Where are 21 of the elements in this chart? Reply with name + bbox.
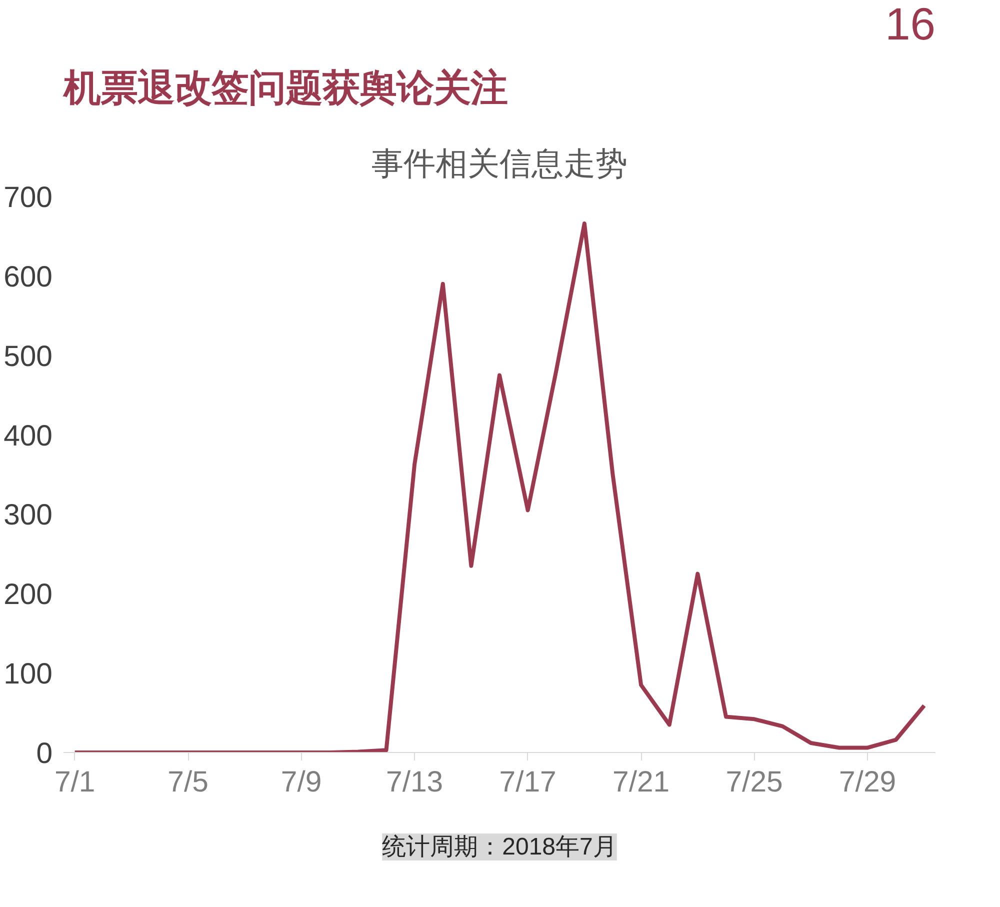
x-tick-label: 7/1 [54, 766, 96, 798]
x-tick-label: 7/29 [839, 766, 896, 798]
x-tick-label: 7/5 [168, 766, 208, 798]
x-tick-label: 7/9 [280, 766, 322, 798]
line-series [72, 222, 926, 752]
y-tick-label: 100 [4, 658, 53, 691]
x-tick-label: 7/17 [499, 766, 556, 798]
x-tick-label: 7/13 [386, 766, 444, 798]
y-tick-label: 0 [36, 737, 52, 770]
y-tick-label: 200 [4, 578, 53, 612]
x-tick-label: 7/25 [726, 766, 783, 798]
chart-title: 机票退改签问题获舆论关注 [62, 66, 508, 108]
y-tick-label: 700 [4, 181, 53, 214]
y-tick-label: 500 [4, 340, 53, 373]
y-tick-label: 600 [4, 260, 53, 294]
x-tick-label: 7/21 [612, 766, 670, 798]
chart-subtitle: 事件相关信息走势 [372, 146, 628, 182]
text: 16 [885, 0, 936, 50]
y-tick-label: 300 [4, 498, 53, 532]
text: 统计周期：2018年7月 [382, 834, 617, 860]
y-tick-label: 400 [4, 419, 53, 452]
